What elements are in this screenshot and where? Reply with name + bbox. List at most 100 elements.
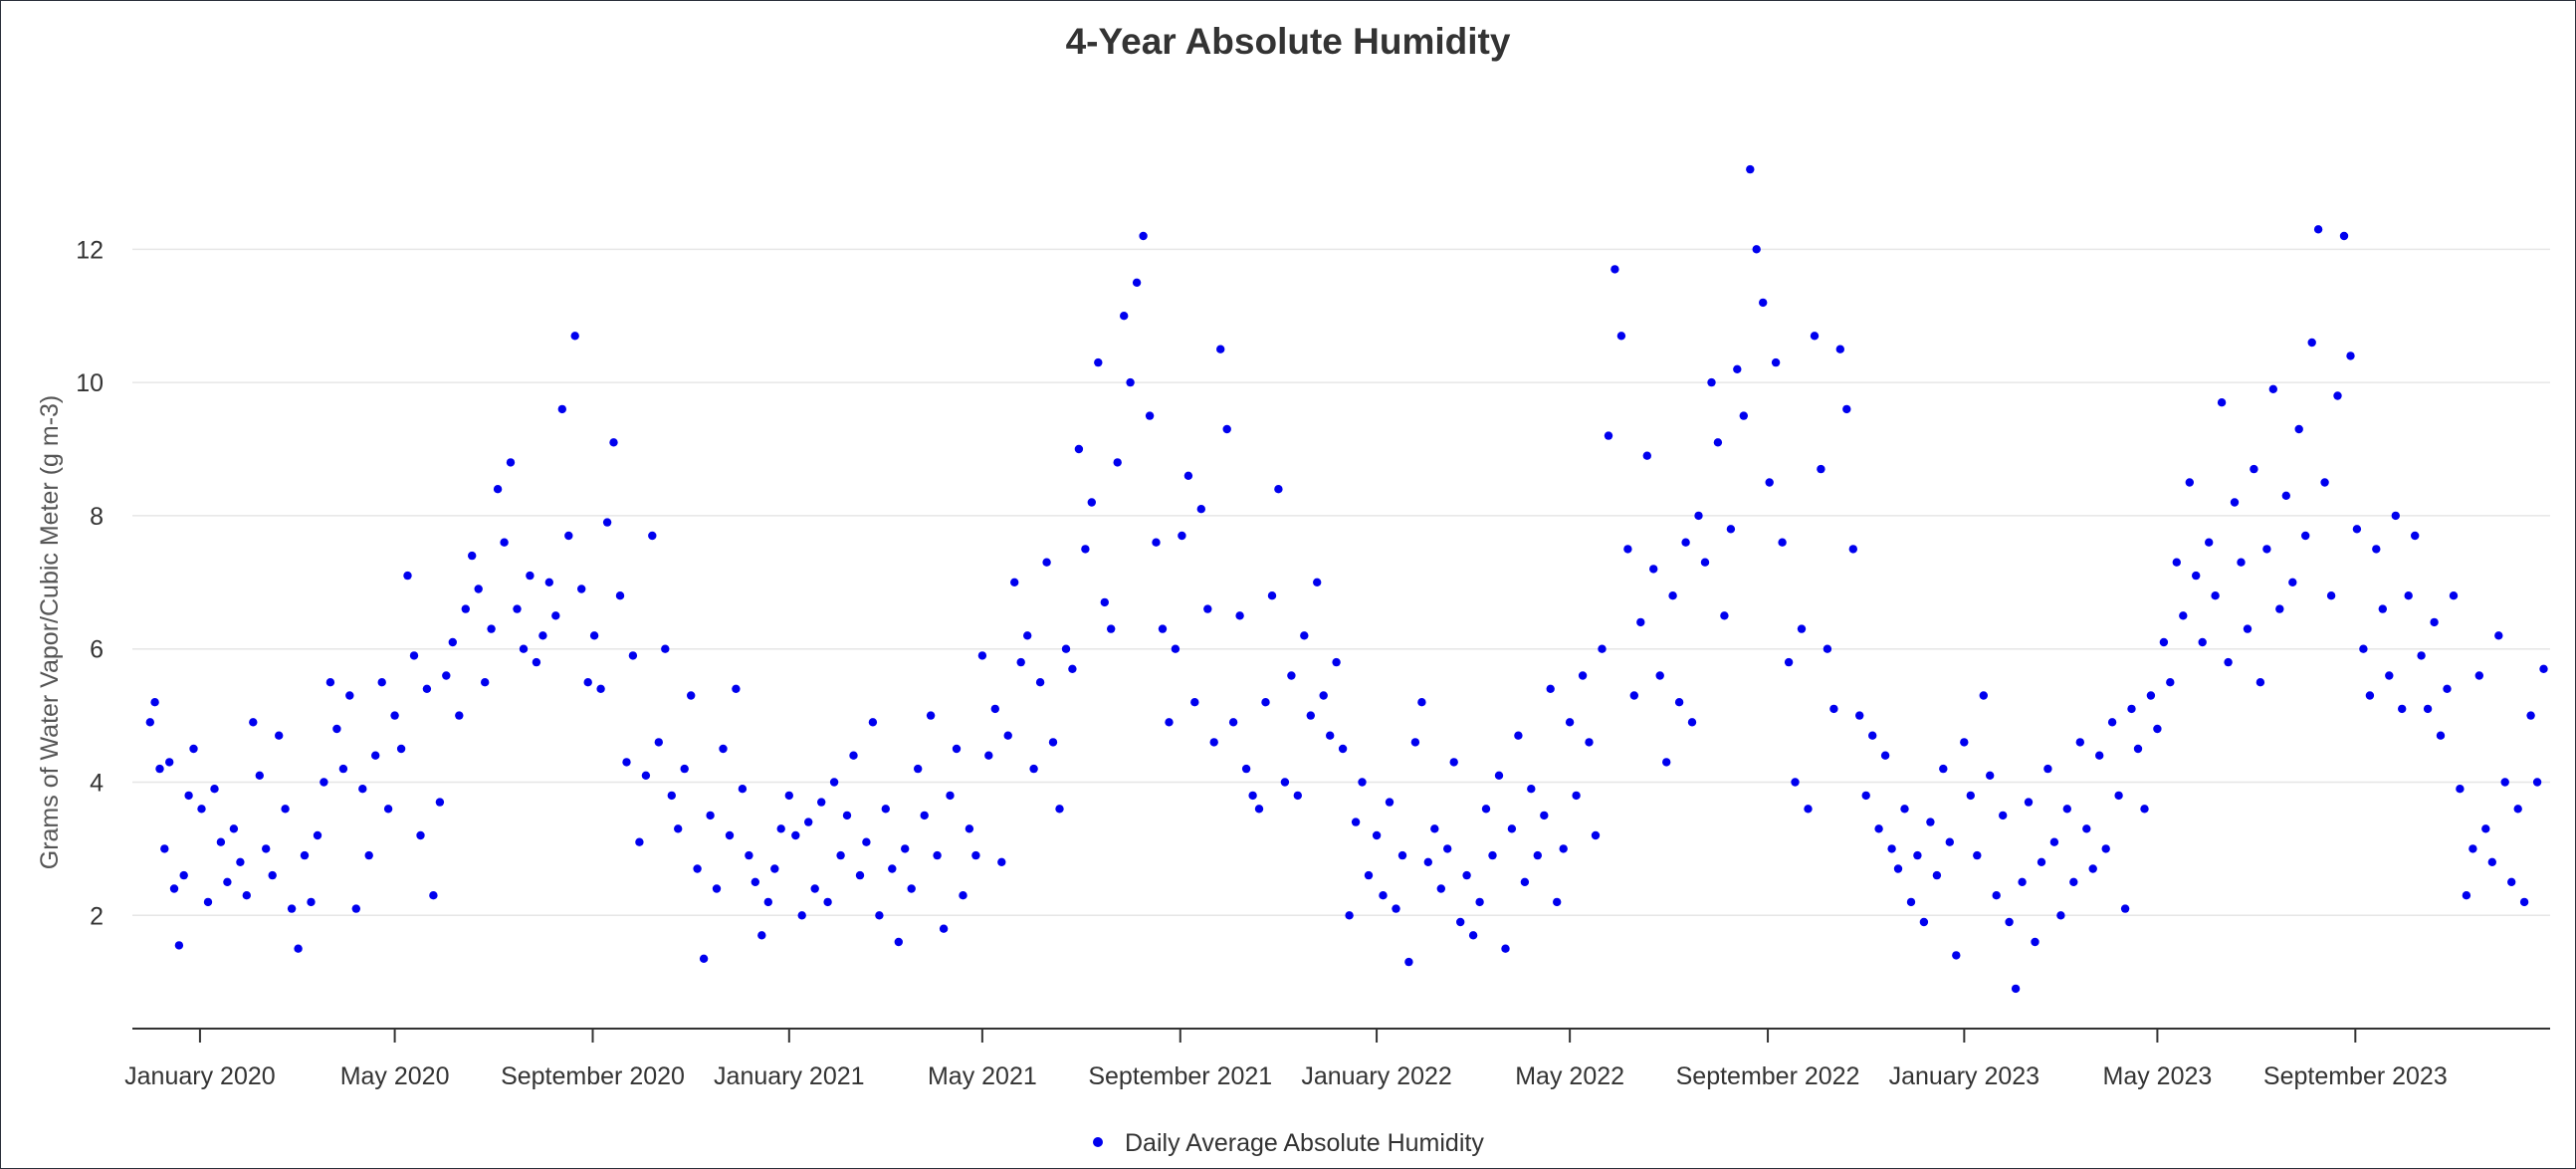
data-point[interactable]	[2294, 424, 2303, 434]
data-point[interactable]	[1835, 345, 1845, 353]
data-point[interactable]	[648, 531, 657, 541]
data-point[interactable]	[1190, 698, 1199, 707]
data-point[interactable]	[249, 718, 258, 727]
data-point[interactable]	[1733, 364, 1742, 373]
data-point[interactable]	[513, 604, 522, 613]
data-point[interactable]	[1533, 850, 1543, 860]
data-point[interactable]	[1578, 671, 1588, 680]
data-point[interactable]	[2313, 225, 2323, 234]
data-point[interactable]	[2031, 937, 2039, 947]
data-point[interactable]	[345, 691, 354, 700]
data-point[interactable]	[2456, 785, 2465, 794]
data-point[interactable]	[1364, 870, 1374, 880]
data-point[interactable]	[338, 764, 348, 774]
data-point[interactable]	[2288, 578, 2297, 586]
data-point[interactable]	[1791, 778, 1800, 787]
data-point[interactable]	[145, 718, 154, 727]
data-point[interactable]	[1145, 411, 1155, 420]
data-point[interactable]	[570, 332, 579, 341]
data-point[interactable]	[984, 751, 993, 760]
data-point[interactable]	[1074, 444, 1084, 454]
data-point[interactable]	[383, 805, 393, 814]
data-point[interactable]	[1100, 597, 1110, 607]
data-point[interactable]	[745, 850, 753, 860]
data-point[interactable]	[2462, 891, 2471, 900]
data-point[interactable]	[661, 644, 670, 653]
data-point[interactable]	[855, 870, 865, 880]
data-point[interactable]	[2487, 857, 2496, 866]
data-point[interactable]	[2088, 864, 2097, 873]
data-point[interactable]	[409, 651, 419, 660]
data-point[interactable]	[242, 891, 251, 900]
data-point[interactable]	[1410, 738, 1420, 747]
data-point[interactable]	[609, 438, 618, 447]
data-point[interactable]	[2133, 744, 2143, 754]
data-point[interactable]	[977, 651, 987, 660]
data-point[interactable]	[519, 644, 529, 653]
data-point[interactable]	[1094, 357, 1103, 367]
data-point[interactable]	[1061, 644, 1071, 653]
data-point[interactable]	[332, 724, 341, 734]
data-point[interactable]	[1280, 778, 1290, 787]
data-point[interactable]	[532, 657, 541, 667]
data-point[interactable]	[770, 864, 779, 873]
data-point[interactable]	[1379, 891, 1388, 900]
data-point[interactable]	[1752, 245, 1761, 254]
data-point[interactable]	[1228, 718, 1238, 727]
data-point[interactable]	[2320, 478, 2329, 487]
data-point[interactable]	[2326, 591, 2336, 600]
data-point[interactable]	[2198, 637, 2207, 647]
data-point[interactable]	[1674, 698, 1684, 707]
data-point[interactable]	[2398, 704, 2407, 714]
data-point[interactable]	[160, 844, 169, 853]
data-point[interactable]	[1203, 604, 1212, 613]
data-point[interactable]	[1443, 844, 1452, 853]
data-point[interactable]	[914, 764, 923, 774]
data-point[interactable]	[2192, 571, 2201, 581]
data-point[interactable]	[442, 671, 451, 680]
data-point[interactable]	[1501, 944, 1510, 953]
data-point[interactable]	[1848, 545, 1858, 554]
data-point[interactable]	[2513, 805, 2522, 814]
data-point[interactable]	[2469, 844, 2477, 853]
data-point[interactable]	[2526, 711, 2535, 720]
data-point[interactable]	[1966, 791, 1976, 801]
data-point[interactable]	[2166, 678, 2175, 687]
data-point[interactable]	[583, 678, 592, 687]
data-point[interactable]	[946, 791, 955, 801]
data-point[interactable]	[712, 884, 722, 893]
data-point[interactable]	[1559, 844, 1568, 853]
data-point[interactable]	[1829, 704, 1838, 714]
data-point[interactable]	[589, 631, 599, 640]
data-point[interactable]	[699, 954, 709, 963]
data-point[interactable]	[810, 884, 819, 893]
data-point[interactable]	[2436, 731, 2446, 740]
data-point[interactable]	[564, 531, 573, 541]
data-point[interactable]	[1591, 830, 1601, 840]
data-point[interactable]	[2339, 231, 2349, 241]
data-point[interactable]	[1598, 644, 1607, 653]
data-point[interactable]	[776, 824, 785, 833]
data-point[interactable]	[862, 837, 871, 846]
data-point[interactable]	[751, 877, 759, 886]
data-point[interactable]	[2250, 464, 2258, 474]
data-point[interactable]	[1687, 718, 1697, 727]
data-point[interactable]	[2494, 631, 2503, 640]
data-point[interactable]	[1107, 624, 1116, 633]
data-point[interactable]	[1126, 377, 1135, 387]
data-point[interactable]	[1540, 811, 1549, 820]
data-point[interactable]	[2056, 911, 2065, 920]
data-point[interactable]	[907, 884, 916, 893]
data-point[interactable]	[1132, 278, 1142, 287]
data-point[interactable]	[1235, 611, 1244, 620]
data-point[interactable]	[1616, 332, 1626, 341]
data-point[interactable]	[2359, 644, 2368, 653]
data-point[interactable]	[2062, 805, 2071, 814]
data-point[interactable]	[487, 624, 496, 633]
data-point[interactable]	[377, 678, 386, 687]
data-point[interactable]	[1481, 805, 1491, 814]
data-point[interactable]	[920, 811, 929, 820]
data-point[interactable]	[933, 850, 942, 860]
data-point[interactable]	[2423, 704, 2433, 714]
data-point[interactable]	[1700, 558, 1710, 567]
